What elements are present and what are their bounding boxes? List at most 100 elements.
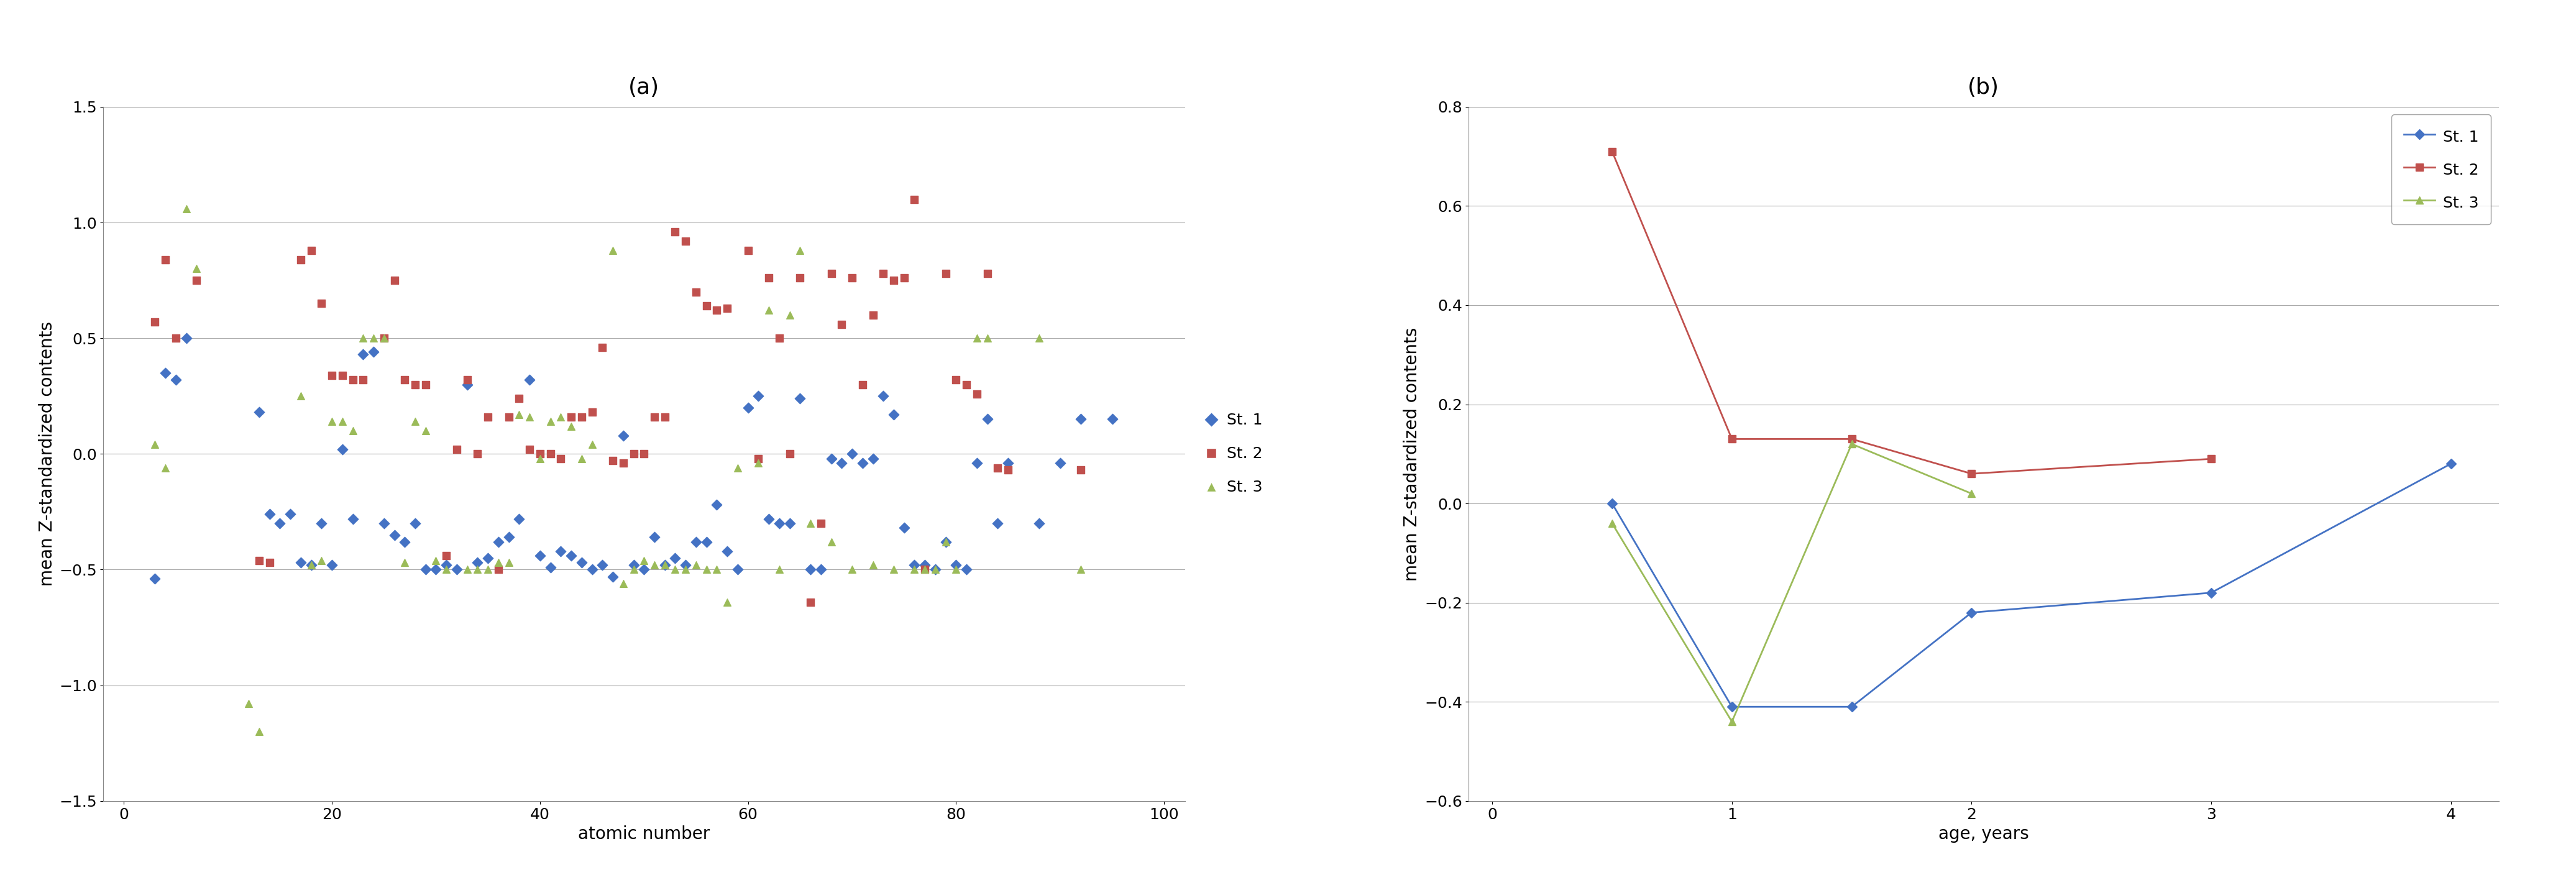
St. 1 [925, 535, 966, 549]
St. 3 [613, 562, 654, 577]
St. 1 [477, 535, 518, 549]
St. 2 [240, 554, 281, 568]
St. 3 [811, 535, 853, 549]
St. 2 [726, 243, 768, 257]
St. 1 [726, 400, 768, 415]
St. 1 [873, 408, 914, 422]
St. 3 [312, 415, 353, 429]
St. 2 [685, 299, 726, 313]
St. 3 [510, 409, 551, 424]
St. 2 [675, 285, 716, 299]
St. 1 [562, 555, 603, 570]
St. 3 [935, 562, 976, 577]
St. 3 [894, 562, 935, 577]
St. 1 [500, 512, 541, 526]
St. 1 [685, 535, 726, 549]
St. 2 [363, 331, 404, 345]
St. 3 [425, 562, 466, 577]
St. 3 [1716, 716, 1747, 727]
St. 1 [332, 512, 374, 526]
St. 1 [155, 373, 196, 387]
St. 2 [696, 303, 737, 318]
St. 2 [634, 409, 675, 424]
St. 3 [737, 456, 778, 470]
St. 2 [770, 447, 811, 461]
St. 2 [894, 192, 935, 206]
St. 2 [435, 442, 477, 457]
St. 1 [832, 447, 873, 461]
St. 2 [654, 224, 696, 239]
St. 3 [791, 516, 832, 530]
St. 2 [644, 409, 685, 424]
St. 3 [477, 555, 518, 570]
St. 3 [1955, 489, 1986, 499]
St. 1 [760, 516, 801, 530]
St. 2 [466, 409, 507, 424]
St. 3 [675, 558, 716, 572]
St. 2 [489, 409, 531, 424]
St. 3 [456, 562, 497, 577]
St. 2 [842, 377, 884, 392]
St. 1 [520, 548, 562, 562]
St. 2 [144, 253, 185, 267]
St. 1 [801, 562, 842, 577]
St. 3 [966, 331, 1007, 345]
St. 1 [510, 373, 551, 387]
St. 2 [250, 555, 291, 570]
St. 3 [925, 535, 966, 549]
St. 2 [332, 373, 374, 387]
St. 2 [582, 340, 623, 354]
St. 1 [747, 512, 788, 526]
St. 2 [623, 447, 665, 461]
St. 2 [1716, 433, 1747, 444]
St. 1 [966, 412, 1007, 426]
St. 2 [425, 548, 466, 562]
St. 2 [155, 331, 196, 345]
St. 1 [935, 558, 976, 572]
St. 2 [1837, 433, 1868, 444]
St. 3 [956, 331, 997, 345]
St. 2 [175, 273, 216, 287]
St. 1 [466, 551, 507, 565]
Legend: St. 1, St. 2, St. 3: St. 1, St. 2, St. 3 [2391, 115, 2491, 224]
St. 1 [322, 442, 363, 457]
St. 3 [446, 562, 487, 577]
St. 3 [706, 595, 747, 609]
St. 3 [654, 562, 696, 577]
St. 2 [706, 301, 747, 315]
St. 2 [1597, 146, 1628, 157]
St. 3 [353, 331, 394, 345]
St. 1 [551, 548, 592, 562]
St. 1 [696, 498, 737, 512]
St. 3 [696, 562, 737, 577]
St. 1 [894, 558, 935, 572]
Line: St. 2: St. 2 [1607, 148, 2215, 477]
St. 1 [446, 377, 487, 392]
St. 1 [770, 516, 811, 530]
St. 1 [634, 530, 675, 545]
St. 1 [425, 558, 466, 572]
St. 2 [291, 243, 332, 257]
St. 1 [435, 562, 477, 577]
St. 3 [634, 558, 675, 572]
St. 1 [654, 551, 696, 565]
St. 1 [822, 456, 863, 470]
St. 2 [747, 271, 788, 285]
St. 3 [144, 461, 185, 475]
St. 3 [747, 303, 788, 318]
X-axis label: age, years: age, years [1937, 825, 2030, 843]
St. 2 [976, 461, 1018, 475]
X-axis label: atomic number: atomic number [577, 825, 711, 843]
St. 1 [1716, 701, 1747, 712]
St. 2 [925, 266, 966, 280]
St. 1 [884, 521, 925, 535]
St. 3 [562, 451, 603, 465]
St. 1 [260, 516, 301, 530]
St. 3 [322, 415, 363, 429]
St. 1 [781, 392, 822, 406]
St. 2 [301, 296, 343, 311]
St. 3 [466, 562, 507, 577]
St. 2 [520, 447, 562, 461]
St. 1 [914, 562, 956, 577]
St. 1 [531, 560, 572, 574]
